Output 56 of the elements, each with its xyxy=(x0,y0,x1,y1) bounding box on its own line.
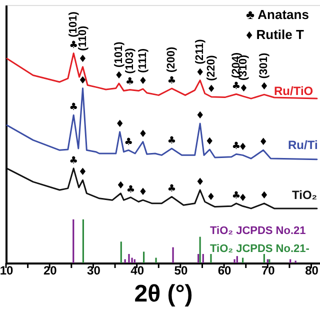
annotation: ♣ xyxy=(232,81,241,92)
x-tick-label: 40 xyxy=(130,264,144,278)
annotation: ♣ xyxy=(126,184,136,196)
text: ♦ Rutile T xyxy=(246,27,304,42)
annotation: ♦ xyxy=(196,177,205,188)
annotation: ♦ xyxy=(138,76,148,87)
annotation: (211) xyxy=(194,38,206,64)
annotation: ♣ xyxy=(232,190,241,202)
series-label: TiO₂ xyxy=(292,188,318,202)
annotation: ♦ xyxy=(260,190,269,202)
annotation: ♣ xyxy=(167,135,176,146)
annotation: ♣ xyxy=(124,137,134,148)
series-label: TiO₂ JCPDS No.21 xyxy=(210,225,306,237)
annotation: ♦ xyxy=(238,142,248,154)
annotation: (101) xyxy=(112,41,125,68)
annotation: ♦ xyxy=(78,75,88,86)
annotation: ♦ xyxy=(206,192,216,203)
annotation: ♣ xyxy=(125,76,134,88)
annotation: ♣ xyxy=(167,75,176,86)
x-tick-label: 80 xyxy=(305,264,319,278)
annotation: ♣ xyxy=(232,141,241,152)
x-axis-title: 2θ (°) xyxy=(134,280,193,308)
annotation: ♦ xyxy=(78,167,88,178)
annotation: ♦ xyxy=(238,193,248,204)
annotation: ♦ xyxy=(114,70,124,82)
annotation: ♦ xyxy=(116,180,126,192)
annotation: (111) xyxy=(136,48,149,73)
annotation: ♦ xyxy=(138,128,148,140)
x-tick-label: 50 xyxy=(174,264,188,278)
series-label: Ru/Ti xyxy=(288,138,318,152)
series-label: TiO₂ JCPDS No.21- xyxy=(210,243,310,255)
text: ♣ Anatans xyxy=(246,7,309,22)
annotation: ♦ xyxy=(258,137,268,148)
annotation: ♣ xyxy=(69,155,78,166)
x-tick-label: 70 xyxy=(261,264,276,278)
annotation: ♦ xyxy=(196,67,205,78)
annotation: (301) xyxy=(258,52,270,79)
annotation: ♦ xyxy=(206,84,216,95)
series-label: Ru/TiO xyxy=(274,84,314,98)
annotation: ♦ xyxy=(78,54,88,65)
annotation: ♦ xyxy=(260,82,269,93)
annotation: (103) xyxy=(124,48,136,74)
annotation: ♣ xyxy=(69,40,78,52)
annotation: ♦ xyxy=(239,83,248,94)
x-tick-label: 60 xyxy=(218,264,232,278)
annotation: (200) xyxy=(166,46,178,72)
annotation: ♦ xyxy=(196,110,205,122)
annotation: ♦ xyxy=(115,118,124,130)
annotation: ♣ xyxy=(167,184,176,195)
x-tick-label: 10 xyxy=(0,264,14,278)
annotation: ♦ xyxy=(138,187,148,198)
annotation: (220) xyxy=(205,54,218,81)
x-tick-label: 20 xyxy=(43,264,58,278)
x-tick-label: 30 xyxy=(87,264,101,278)
annotation: ♦ xyxy=(205,136,214,148)
annotation: ♣ xyxy=(69,102,78,114)
